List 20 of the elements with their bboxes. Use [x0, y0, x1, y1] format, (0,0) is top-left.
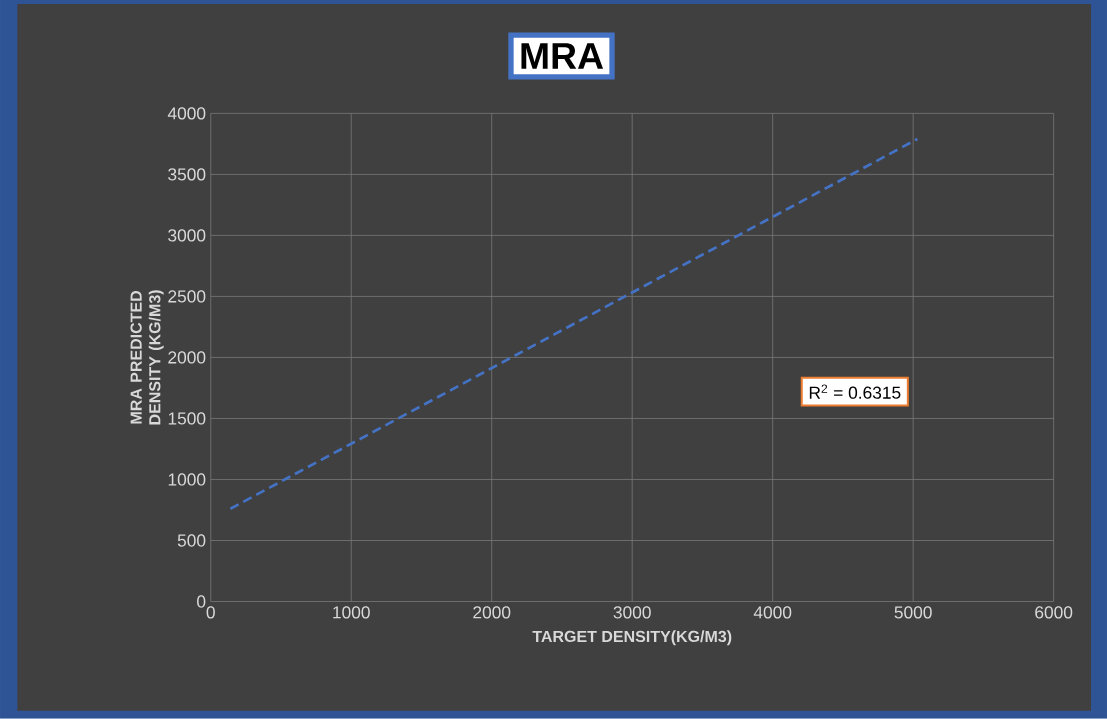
x-tick-label: 0	[206, 606, 215, 619]
y-axis-title: MRA PREDICTED DENSITY (KG/M3)	[130, 290, 164, 425]
x-tick-label: 6000	[1035, 606, 1073, 619]
x-tick-label: 4000	[753, 606, 792, 619]
x-tick-label: 3000	[613, 606, 651, 619]
y-tick-label: 3500	[168, 168, 206, 181]
y-tick-label: 2500	[168, 290, 206, 303]
y-tick-label: 1500	[168, 412, 206, 425]
x-tick-label: 2000	[473, 606, 511, 619]
chart-title: MRA	[521, 43, 604, 69]
y-tick-label: 500	[177, 534, 206, 547]
x-tick-label: 1000	[333, 606, 370, 619]
x-axis-title: TARGET DENSITY(KG/M3)	[532, 630, 732, 646]
y-tick-label: 4000	[167, 107, 206, 120]
y-tick-label: 3000	[168, 229, 206, 242]
y-tick-label: 2000	[168, 351, 206, 364]
y-tick-label: 0	[197, 595, 206, 608]
x-tick-label: 5000	[894, 606, 932, 619]
annotation: R$^{2}$ = 0.6315	[809, 384, 901, 399]
y-tick-label: 1000	[168, 473, 206, 486]
